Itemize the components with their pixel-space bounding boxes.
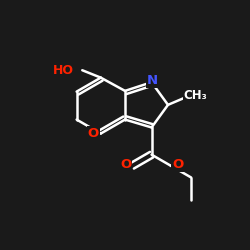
Text: O: O: [120, 158, 132, 171]
Text: N: N: [147, 74, 158, 87]
Text: O: O: [172, 158, 184, 171]
Text: HO: HO: [53, 64, 74, 77]
Text: O: O: [88, 126, 99, 140]
Text: CH₃: CH₃: [184, 89, 208, 102]
